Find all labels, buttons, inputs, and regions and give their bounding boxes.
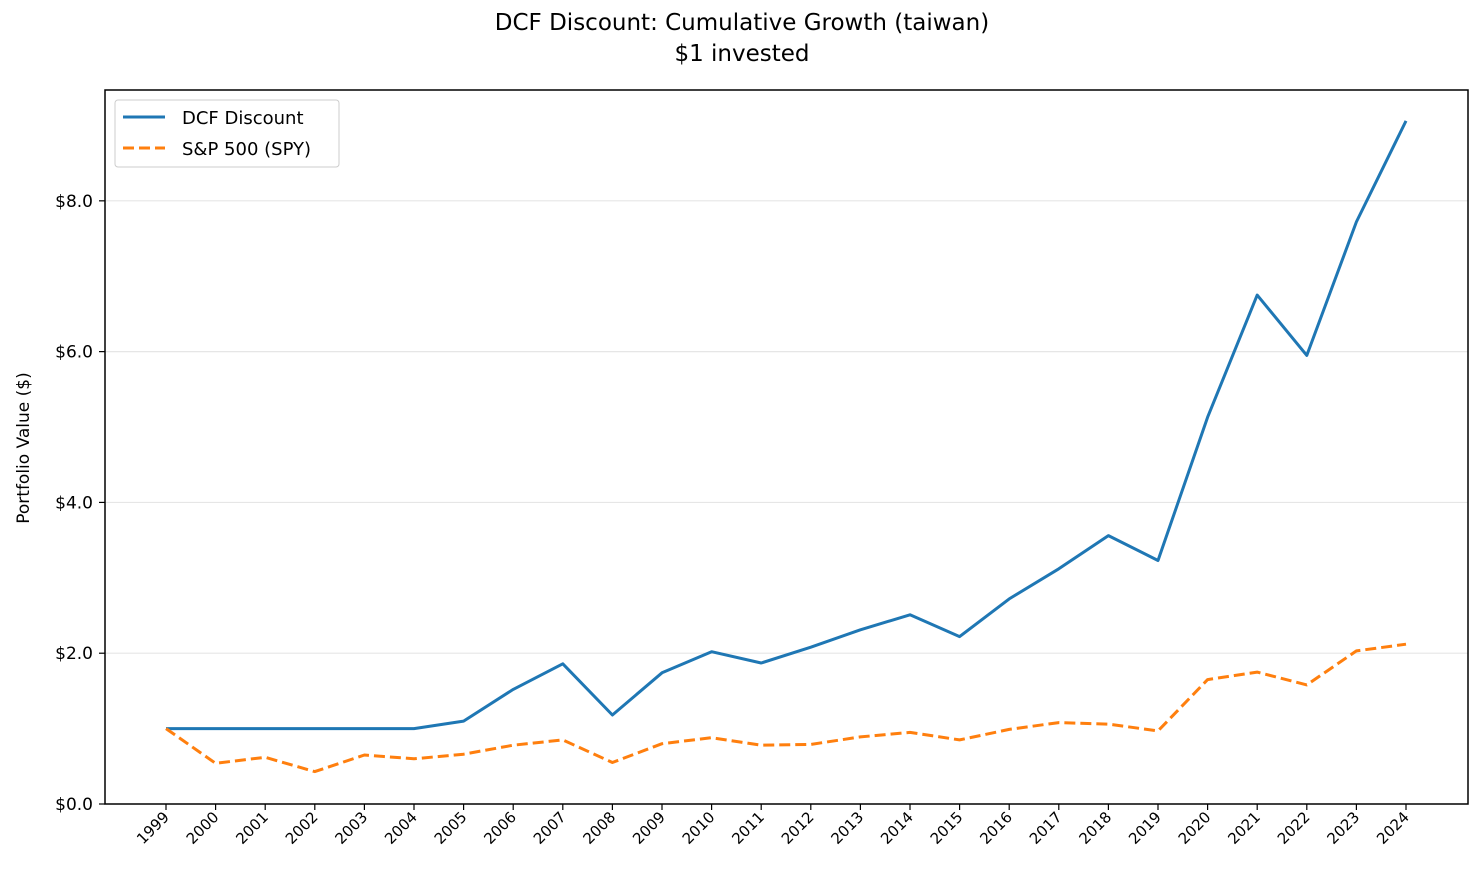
x-tick-label: 2019 [1125, 808, 1165, 848]
legend-box [114, 99, 340, 168]
legend: DCF Discount S&P 500 (SPY) [114, 99, 340, 168]
x-tick-label: 2023 [1323, 808, 1363, 848]
legend-label-sp500: S&P 500 (SPY) [182, 139, 311, 160]
x-tick-label: 2010 [679, 808, 719, 848]
x-tick-label: 2021 [1224, 808, 1264, 848]
gridlines [105, 200, 1468, 654]
x-tick-label: 2013 [827, 808, 867, 848]
y-axis-ticks: $0.0 $2.0 $4.0 $6.0 $8.0 [55, 192, 105, 815]
x-tick-label: 2003 [331, 808, 371, 848]
x-tick-label: 2004 [381, 808, 421, 848]
x-tick-label: 2014 [877, 808, 917, 848]
x-tick-label: 2018 [1075, 808, 1115, 848]
plot-frame [104, 89, 1469, 805]
x-tick-label: 2017 [1026, 808, 1066, 848]
x-tick-label: 2007 [530, 808, 570, 848]
x-tick-label: 2006 [480, 808, 520, 848]
chart-subtitle: $1 invested [674, 41, 810, 67]
x-tick-label: 2012 [778, 808, 818, 848]
x-tick-label: 2024 [1373, 808, 1413, 848]
series-lines [165, 120, 1408, 774]
x-tick-label: 2016 [976, 808, 1016, 848]
y-tick-label: $0.0 [55, 795, 93, 815]
y-tick-label: $2.0 [55, 644, 93, 664]
x-tick-label: 2008 [579, 808, 619, 848]
x-axis-ticks: 1999 2000 2001 2002 2003 2004 2005 2006 2007 2008… [133, 804, 1413, 848]
y-tick-label: $4.0 [55, 493, 93, 513]
x-tick-label: 2015 [927, 808, 967, 848]
x-tick-label: 2005 [431, 808, 471, 848]
chart-title: DCF Discount: Cumulative Growth (taiwan) [494, 10, 990, 36]
x-tick-label: 2022 [1274, 808, 1314, 848]
x-tick-label: 2020 [1175, 808, 1215, 848]
x-tick-label: 2002 [282, 808, 322, 848]
y-tick-label: $8.0 [55, 192, 93, 212]
legend-label-dcf-discount: DCF Discount [182, 108, 304, 129]
x-tick-label: 2011 [728, 808, 768, 848]
x-tick-label: 2000 [183, 808, 223, 848]
x-tick-label: 1999 [133, 808, 173, 848]
series-line-dcf-discount [166, 120, 1408, 731]
x-tick-label: 2001 [232, 808, 272, 848]
y-tick-label: $6.0 [55, 343, 93, 363]
series-line-sp500 [165, 642, 1407, 774]
x-tick-label: 2009 [629, 808, 669, 848]
